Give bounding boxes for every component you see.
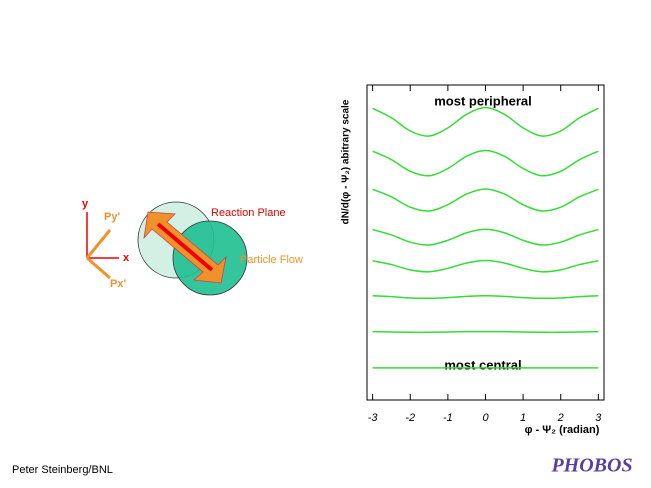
x-tick-label: 0 [482,412,489,424]
momentum-arrow [85,229,112,259]
logo: PHOBOS [550,455,632,477]
x-tick-label: 2 [557,412,564,424]
fit-curve [372,294,599,300]
fit-curve [372,188,599,212]
axis-label: y [82,198,89,210]
fit-curve [372,228,599,246]
y-axis-label: dN/d(φ - Ψ₂) abitrary scale [341,99,352,224]
diagram-label: Reaction Plane [211,207,286,219]
x-axis-label: φ - Ψ₂ (radian) [525,424,600,436]
x-tick-label: -1 [443,412,453,424]
flow-diagram: y x Py' Px' Reaction Plane Particle Flow [82,198,303,296]
annotation: most central [444,357,521,372]
momentum-label: Py' [104,211,120,223]
x-tick-label: -2 [405,412,415,424]
fit-curve [372,330,599,334]
author: Peter Steinberg/BNL [12,464,113,476]
reaction-plane-line [156,222,214,272]
x-tick-label: 1 [520,412,526,424]
fit-curve [372,259,599,273]
axis-label: x [123,252,130,264]
fit-curve [372,149,599,177]
diagram-label: Particle Flow [240,254,303,266]
fit-curve [372,106,599,137]
x-tick-label: -3 [368,412,379,424]
momentum-arrow [86,256,111,280]
x-tick-label: 3 [595,412,602,424]
annotation: most peripheral [434,93,532,108]
plot-frame [366,84,605,401]
momentum-label: Px' [110,278,126,290]
